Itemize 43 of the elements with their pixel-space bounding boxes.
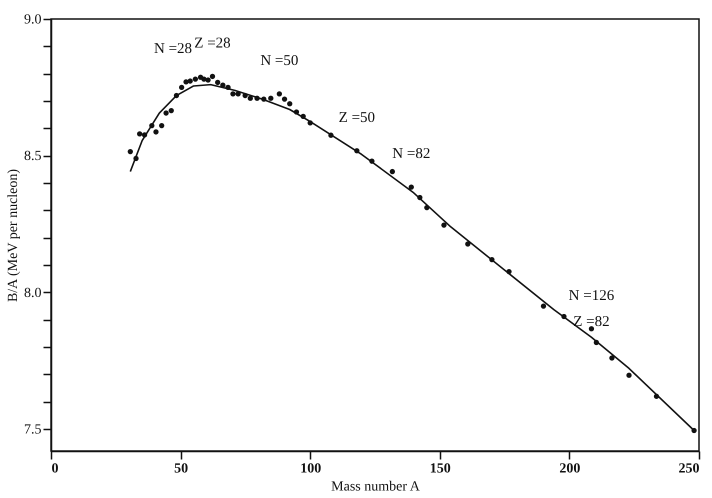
point xyxy=(159,122,164,128)
point xyxy=(465,241,470,247)
point xyxy=(215,80,220,86)
point xyxy=(441,222,447,228)
point xyxy=(178,84,184,90)
x-tick-label: 50 xyxy=(174,462,188,476)
point xyxy=(408,184,414,190)
point xyxy=(163,110,169,116)
annotation: Z =28 xyxy=(194,35,231,52)
point xyxy=(205,77,211,83)
point xyxy=(153,129,159,135)
point xyxy=(192,76,198,82)
point xyxy=(276,91,282,97)
point xyxy=(137,131,142,136)
annotation: N =50 xyxy=(260,52,298,69)
point xyxy=(210,74,216,80)
y-tick-label: 8.5 xyxy=(24,149,42,164)
point xyxy=(287,101,292,106)
annotation: N =82 xyxy=(392,146,430,162)
point xyxy=(230,91,236,97)
x-tick-label: 0 xyxy=(52,462,58,476)
text: 8.0 xyxy=(24,286,42,301)
annotation: N =28 xyxy=(154,40,192,57)
point xyxy=(282,96,288,102)
point xyxy=(168,108,174,114)
point xyxy=(626,372,632,378)
x-tick-label: 100 xyxy=(300,462,322,476)
point xyxy=(609,355,615,361)
point xyxy=(248,96,253,101)
point xyxy=(390,168,396,174)
point xyxy=(268,96,274,101)
point xyxy=(188,78,193,84)
point xyxy=(588,326,594,332)
text: 9.0 xyxy=(24,12,42,28)
x-axis-title: Mass number A xyxy=(331,480,421,494)
annotation: Z =50 xyxy=(338,110,376,126)
point xyxy=(128,148,133,154)
point xyxy=(540,303,546,309)
y-axis-title: B/A (MeV per nucleon) xyxy=(6,168,21,302)
x-tick-label: 250 xyxy=(678,462,700,476)
y-tick-label: 7.5 xyxy=(24,422,42,438)
x-tick-label: 200 xyxy=(559,462,580,476)
x-tick-label: 150 xyxy=(430,462,451,476)
